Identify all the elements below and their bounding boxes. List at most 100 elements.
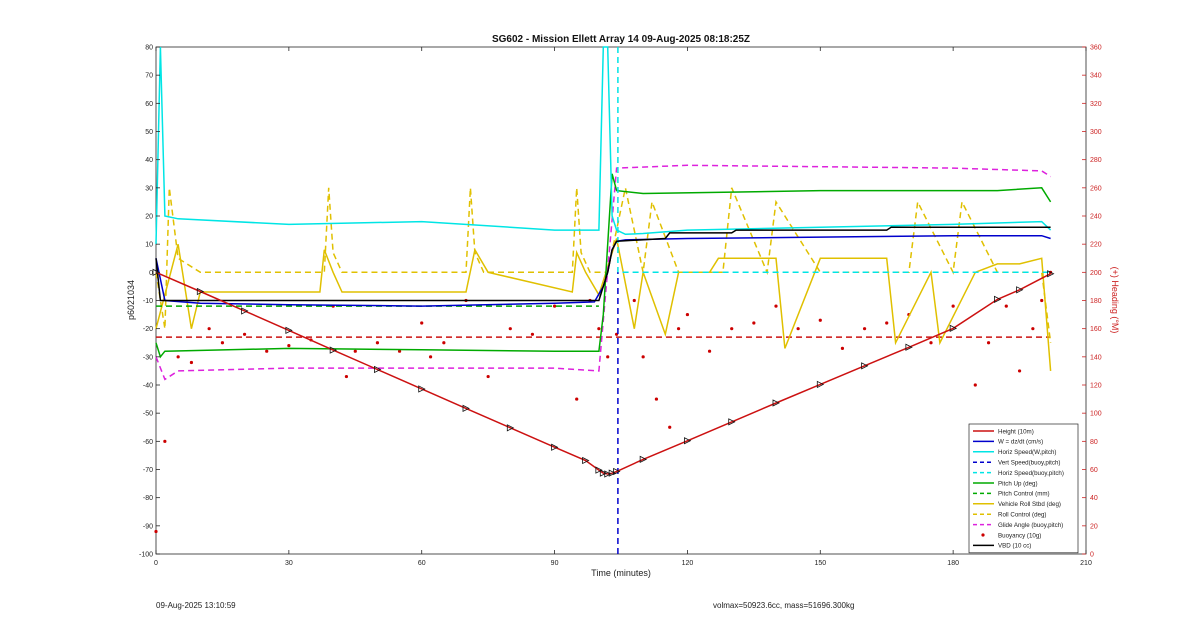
buoyancy-10g-point bbox=[220, 341, 225, 345]
buoyancy-10g-point bbox=[287, 343, 291, 348]
buoyancy-10g-point bbox=[176, 355, 180, 359]
height-10m-marker bbox=[604, 470, 612, 478]
y2-tick-label: 280 bbox=[1090, 157, 1102, 164]
y-tick-label: 0 bbox=[149, 270, 153, 277]
y-tick-label: -70 bbox=[143, 467, 153, 474]
buoyancy-10g-point bbox=[575, 397, 579, 401]
legend-label: Horiz Speed(W,pitch) bbox=[998, 449, 1056, 456]
y2-tick-label: 200 bbox=[1090, 270, 1102, 277]
y-tick-label: 70 bbox=[145, 73, 153, 80]
height-10m-line bbox=[155, 271, 1051, 475]
x-tick-label: 60 bbox=[418, 560, 426, 567]
legend-label: Buoyancy (10g) bbox=[998, 532, 1041, 539]
x-tick-label: 120 bbox=[682, 560, 694, 567]
y-tick-label: -30 bbox=[143, 354, 153, 361]
buoyancy-10g-point bbox=[730, 327, 734, 331]
buoyancy-10g-point bbox=[428, 355, 433, 359]
legend-swatch bbox=[981, 533, 985, 537]
height-10m-marker bbox=[506, 424, 515, 432]
legend-label: Pitch Up (deg) bbox=[998, 480, 1038, 487]
y-tick-label: -100 bbox=[139, 552, 153, 559]
height-10m-marker bbox=[595, 466, 603, 474]
buoyancy-10g-point bbox=[668, 425, 672, 429]
buoyancy-10g-point bbox=[840, 346, 845, 350]
x-tick-label: 150 bbox=[814, 560, 826, 567]
height-10m-marker bbox=[196, 287, 205, 296]
y-tick-label: 30 bbox=[145, 185, 153, 192]
legend-label: Horiz Speed(buoy,pitch) bbox=[998, 470, 1064, 477]
y2-tick-label: 20 bbox=[1090, 523, 1098, 530]
y2-axis-label: (+) Heading (°M) bbox=[1110, 267, 1120, 334]
height-10m-marker bbox=[599, 469, 608, 477]
buoyancy-10g-point bbox=[986, 341, 991, 345]
y-tick-label: 60 bbox=[145, 101, 153, 108]
buoyancy-10g-point bbox=[1004, 304, 1008, 308]
height-10m-marker bbox=[152, 268, 160, 276]
buoyancy-10g-point bbox=[207, 327, 211, 331]
y2-tick-label: 340 bbox=[1090, 73, 1102, 80]
vehicle-roll-stbd-deg-line bbox=[155, 238, 1052, 371]
buoyancy-10g-point bbox=[862, 327, 867, 331]
height-10m-marker bbox=[728, 418, 736, 426]
height-10m-marker bbox=[949, 324, 958, 333]
y-tick-label: 40 bbox=[145, 157, 153, 164]
y2-tick-label: 300 bbox=[1090, 129, 1102, 136]
x-tick-label: 30 bbox=[285, 560, 293, 567]
y2-tick-label: 140 bbox=[1090, 354, 1102, 361]
glide-angle-buoy-pitch-line bbox=[155, 164, 1052, 381]
series-layer bbox=[152, 46, 1055, 554]
height-10m-marker bbox=[418, 385, 426, 393]
buoyancy-10g-point bbox=[597, 327, 601, 331]
buoyancy-10g-point bbox=[265, 349, 269, 353]
buoyancy-10g-point bbox=[420, 321, 424, 325]
buoyancy-10g-point bbox=[242, 332, 247, 336]
buoyancy-10g-point bbox=[641, 355, 645, 359]
height-10m-marker bbox=[582, 456, 590, 465]
height-10m-marker bbox=[861, 362, 869, 370]
legend-label: Glide Angle (buoy,pitch) bbox=[998, 522, 1063, 529]
buoyancy-10g-point bbox=[632, 298, 636, 303]
y2-tick-label: 100 bbox=[1090, 411, 1102, 418]
buoyancy-10g-point bbox=[344, 374, 349, 379]
buoyancy-10g-point bbox=[154, 529, 158, 534]
y-tick-label: -80 bbox=[143, 495, 153, 502]
height-10m-marker bbox=[1016, 286, 1024, 294]
buoyancy-10g-point bbox=[973, 383, 977, 387]
height-10m-marker bbox=[905, 343, 913, 351]
height-10m-marker bbox=[608, 469, 617, 477]
legend: Height (10m) W = dz/dt (cm/s) Horiz Speed(… bbox=[968, 423, 1079, 554]
y2-tick-label: 240 bbox=[1090, 214, 1102, 221]
x-tick-label: 210 bbox=[1080, 560, 1092, 567]
roll-control-deg-line bbox=[155, 187, 1052, 343]
legend-label: Vert Speed(buoy,pitch) bbox=[998, 460, 1060, 467]
buoyancy-10g-point bbox=[353, 349, 357, 353]
buoyancy-10g-point bbox=[951, 304, 955, 308]
legend-label: W = dz/dt (cm/s) bbox=[998, 439, 1043, 446]
horiz-speed-w-pitch-line bbox=[155, 46, 1052, 245]
footer-volmax-mass: volmax=50923.6cc, mass=51696.300kg bbox=[713, 601, 855, 610]
x-axis-label: Time (minutes) bbox=[591, 568, 651, 578]
legend-label: VBD (10 cc) bbox=[998, 543, 1031, 550]
y2-tick-label: 320 bbox=[1090, 101, 1102, 108]
buoyancy-10g-point bbox=[796, 327, 800, 331]
legend-label: Vehicle Roll Stbd (deg) bbox=[998, 501, 1061, 508]
x-tick-label: 90 bbox=[551, 560, 559, 567]
height-10m-marker bbox=[285, 326, 293, 335]
buoyancy-10g-point bbox=[442, 341, 446, 345]
buoyancy-10g-point bbox=[818, 318, 822, 322]
buoyancy-10g-point bbox=[774, 304, 778, 308]
x-tick-label: 180 bbox=[947, 560, 959, 567]
buoyancy-10g-point bbox=[163, 439, 167, 443]
buoyancy-10g-point bbox=[530, 332, 535, 336]
buoyancy-10g-point bbox=[676, 327, 681, 331]
height-10m-marker bbox=[613, 467, 621, 476]
y2-tick-label: 60 bbox=[1090, 467, 1098, 474]
y2-tick-label: 40 bbox=[1090, 495, 1098, 502]
y2-tick-label: 160 bbox=[1090, 326, 1102, 333]
buoyancy-10g-point bbox=[552, 304, 557, 308]
buoyancy-10g-point bbox=[1031, 327, 1035, 331]
height-10m-marker bbox=[374, 365, 382, 374]
y-tick-label: -20 bbox=[143, 326, 153, 333]
buoyancy-10g-point bbox=[654, 397, 659, 401]
